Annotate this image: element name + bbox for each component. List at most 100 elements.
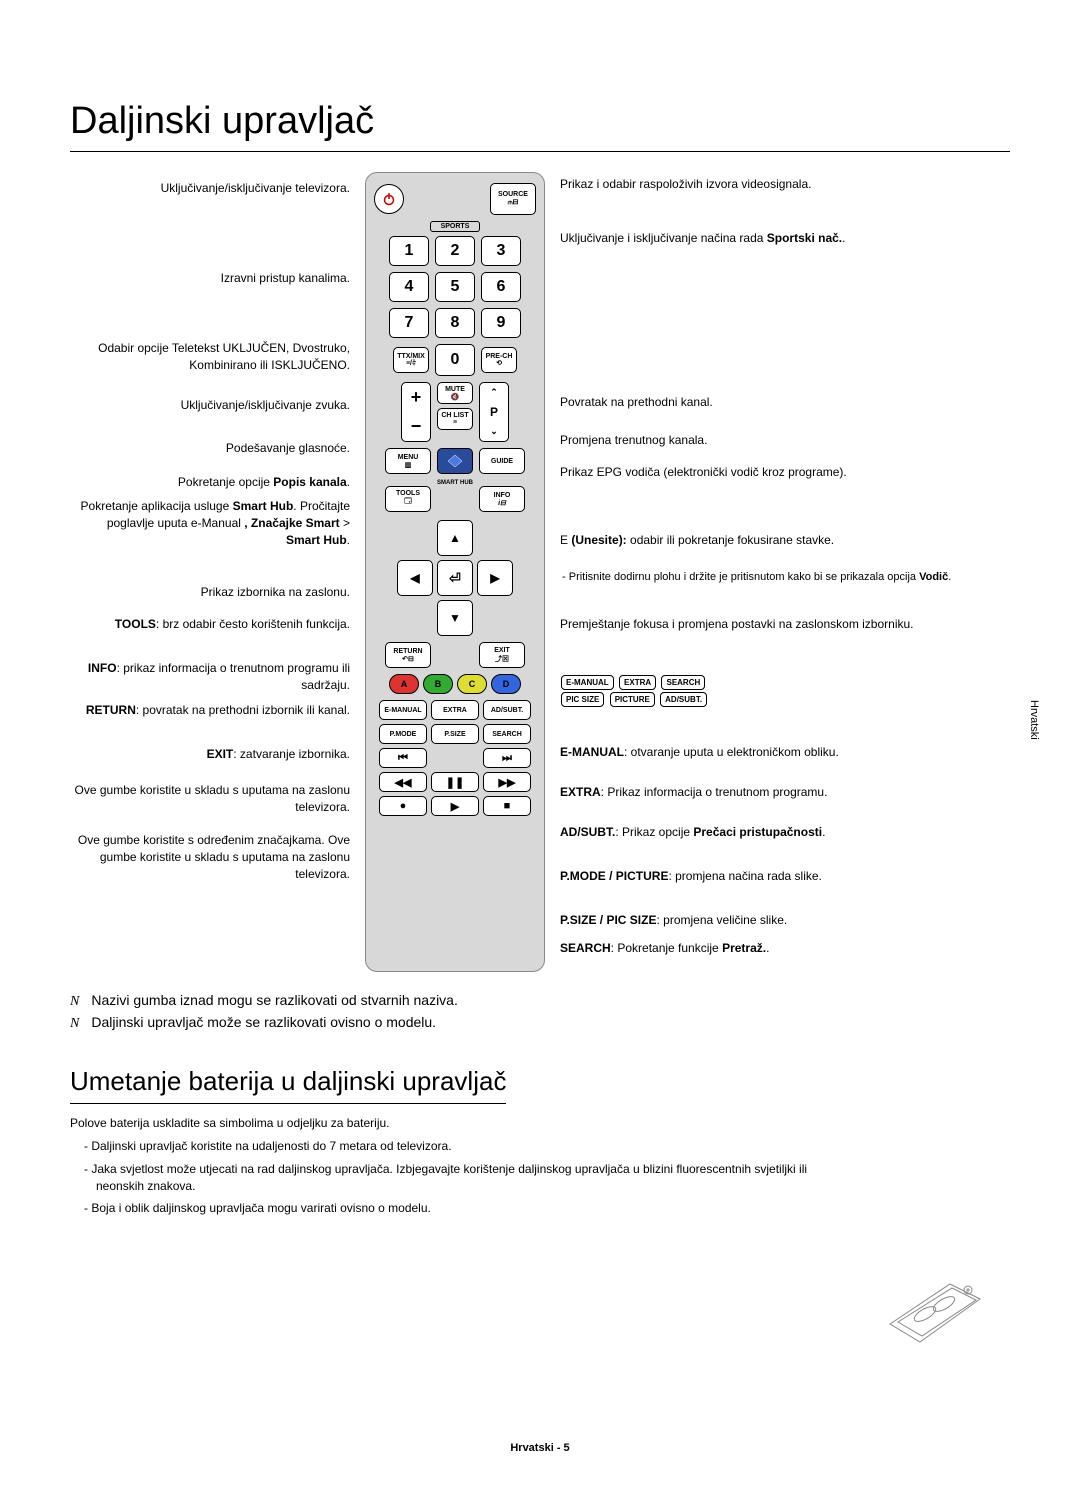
color-c[interactable]: C [457,674,487,694]
alt-search: SEARCH [661,675,705,690]
alt-extra: EXTRA [619,675,656,690]
prech-button[interactable]: PRE-CH⟲ [481,347,517,373]
color-d[interactable]: D [491,674,521,694]
battery-bullet-1: Daljinski upravljač koristite na udaljen… [84,1138,810,1155]
num-7[interactable]: 7 [389,308,429,338]
media-pause[interactable]: ❚❚ [431,772,479,792]
label-prech: Povratak na prethodni kanal. [560,394,733,411]
label-arrows: Premještanje fokusa i promjena postavki … [560,616,934,633]
num-0[interactable]: 0 [435,344,475,376]
source-icon: ⫙⊟ [508,199,519,207]
media-row-1: ⏮ ⏭ [374,748,536,768]
label-menu: Prikaz izbornika na zaslonu. [201,584,350,601]
label-volume: Podešavanje glasnoće. [226,440,350,457]
label-smarthub: Pokretanje aplikacija usluge Smart Hub. … [70,498,350,548]
note-1: Nazivi gumba iznad mogu se razlikovati o… [70,992,1010,1010]
alt-button-group: E-MANUAL EXTRA SEARCH PIC SIZE PICTURE A… [560,674,708,708]
label-ttx: Odabir opcije Teletekst UKLJUČEN, Dvostr… [70,340,350,374]
label-enter: E (Unesite): odabir ili pokretanje fokus… [560,532,854,549]
label-mute: Uključivanje/isključivanje zvuka. [181,397,350,414]
ttxmix-button[interactable]: TTX/MIX≡/⫩ [393,347,429,373]
psize-button[interactable]: P.SIZE [431,724,479,744]
num-3[interactable]: 3 [481,236,521,266]
chlist-button[interactable]: CH LIST≡ [437,408,473,430]
page-footer: Hrvatski - 5 [0,1442,1080,1454]
dpad-down[interactable]: ▼ [437,600,473,636]
label-tools: TOOLS: brz odabir često korištenih funkc… [115,616,350,633]
num-1[interactable]: 1 [389,236,429,266]
num-8[interactable]: 8 [435,308,475,338]
alt-adsubt: AD/SUBT. [660,692,707,707]
info-button[interactable]: INFOi⊟ [479,486,525,512]
label-chlist: Pokretanje opcije Popis kanala. [178,474,350,491]
battery-section: Umetanje baterija u daljinski upravljač … [70,1036,1010,1217]
label-extra: EXTRA: Prikaz informacija o trenutnom pr… [560,784,847,801]
label-info: INFO: prikaz informacija o trenutnom pro… [70,660,350,694]
adsubt-button[interactable]: AD/SUBT. [483,700,531,720]
label-ch: Promjena trenutnog kanala. [560,432,727,449]
left-callouts: Uključivanje/isključivanje televizora. I… [70,172,350,942]
label-sports: Uključivanje i isključivanje načina rada… [560,230,865,247]
label-exit: EXIT: zatvaranje izbornika. [207,746,350,763]
media-play[interactable]: ▶ [431,796,479,816]
label-channels: Izravni pristup kanalima. [221,270,350,287]
label-enter-sub: - Pritisnite dodirnu plohu i držite je p… [560,570,971,585]
battery-bullet-3: Boja i oblik daljinskog upravljača mogu … [84,1200,810,1217]
remote-control: SOURCE ⫙⊟ SPORTS 1 2 3 4 5 6 7 8 9 [365,172,545,972]
source-label: SOURCE [498,191,528,199]
media-rec[interactable]: ● [379,796,427,816]
dpad-enter[interactable]: ⏎ [437,560,473,596]
label-source: Prikaz i odabir raspoloživih izvora vide… [560,176,831,193]
color-b[interactable]: B [423,674,453,694]
num-6[interactable]: 6 [481,272,521,302]
emanual-button[interactable]: E-MANUAL [379,700,427,720]
label-media: Ove gumbe koristite s određenim značajka… [70,832,350,882]
power-button[interactable] [374,184,404,214]
dpad-right[interactable]: ▶ [477,560,513,596]
num-4[interactable]: 4 [389,272,429,302]
label-pmode: P.MODE / PICTURE: promjena načina rada s… [560,868,842,885]
feature-row-1: E-MANUAL EXTRA AD/SUBT. [374,700,536,720]
color-buttons: A B C D [374,674,536,694]
battery-bullet-2: Jaka svjetlost može utjecati na rad dalj… [84,1161,810,1195]
volume-rocker[interactable]: +− [401,382,431,442]
source-button[interactable]: SOURCE ⫙⊟ [490,183,536,215]
search-button[interactable]: SEARCH [483,724,531,744]
media-next[interactable]: ⏭ [483,748,531,768]
media-stop[interactable]: ■ [483,796,531,816]
return-button[interactable]: RETURN↶⊟ [385,642,431,668]
label-return: RETURN: povratak na prethodni izbornik i… [86,702,350,719]
alt-picsize: PIC SIZE [561,692,604,707]
smarthub-button[interactable] [437,448,473,474]
remote-diagram-section: Uključivanje/isključivanje televizora. I… [70,172,1010,972]
right-callouts: Prikaz i odabir raspoloživih izvora vide… [560,172,1010,972]
label-emanual: E-MANUAL: otvaranje uputa u elektroničko… [560,744,859,761]
smarthub-icon [445,453,465,469]
dpad-up[interactable]: ▲ [437,520,473,556]
extra-button[interactable]: EXTRA [431,700,479,720]
guide-button[interactable]: GUIDE [479,448,525,474]
sports-label: SPORTS [430,221,480,232]
alt-picture: PICTURE [610,692,655,707]
media-prev[interactable]: ⏮ [379,748,427,768]
label-guide: Prikaz EPG vodiča (elektronički vodič kr… [560,464,867,481]
dpad: ▲ ▼ ◀ ▶ ⏎ [395,518,515,638]
number-pad: 1 2 3 4 5 6 7 8 9 [374,236,536,338]
num-5[interactable]: 5 [435,272,475,302]
channel-rocker[interactable]: ⌃P⌄ [479,382,509,442]
label-search: SEARCH: Pokretanje funkcije Pretraž.. [560,940,789,957]
dpad-left[interactable]: ◀ [397,560,433,596]
battery-heading: Umetanje baterija u daljinski upravljač [70,1066,506,1104]
exit-button[interactable]: EXIT⤴⊠ [479,642,525,668]
color-a[interactable]: A [389,674,419,694]
mute-button[interactable]: MUTE🔇 [437,382,473,404]
num-9[interactable]: 9 [481,308,521,338]
pmode-button[interactable]: P.MODE [379,724,427,744]
num-2[interactable]: 2 [435,236,475,266]
media-ff[interactable]: ▶▶ [483,772,531,792]
menu-button[interactable]: MENU▥ [385,448,431,474]
media-rew[interactable]: ◀◀ [379,772,427,792]
note-2: Daljinski upravljač može se razlikovati … [70,1014,1010,1032]
alt-emanual: E-MANUAL [561,675,614,690]
tools-button[interactable]: TOOLS🗔 [385,486,431,512]
